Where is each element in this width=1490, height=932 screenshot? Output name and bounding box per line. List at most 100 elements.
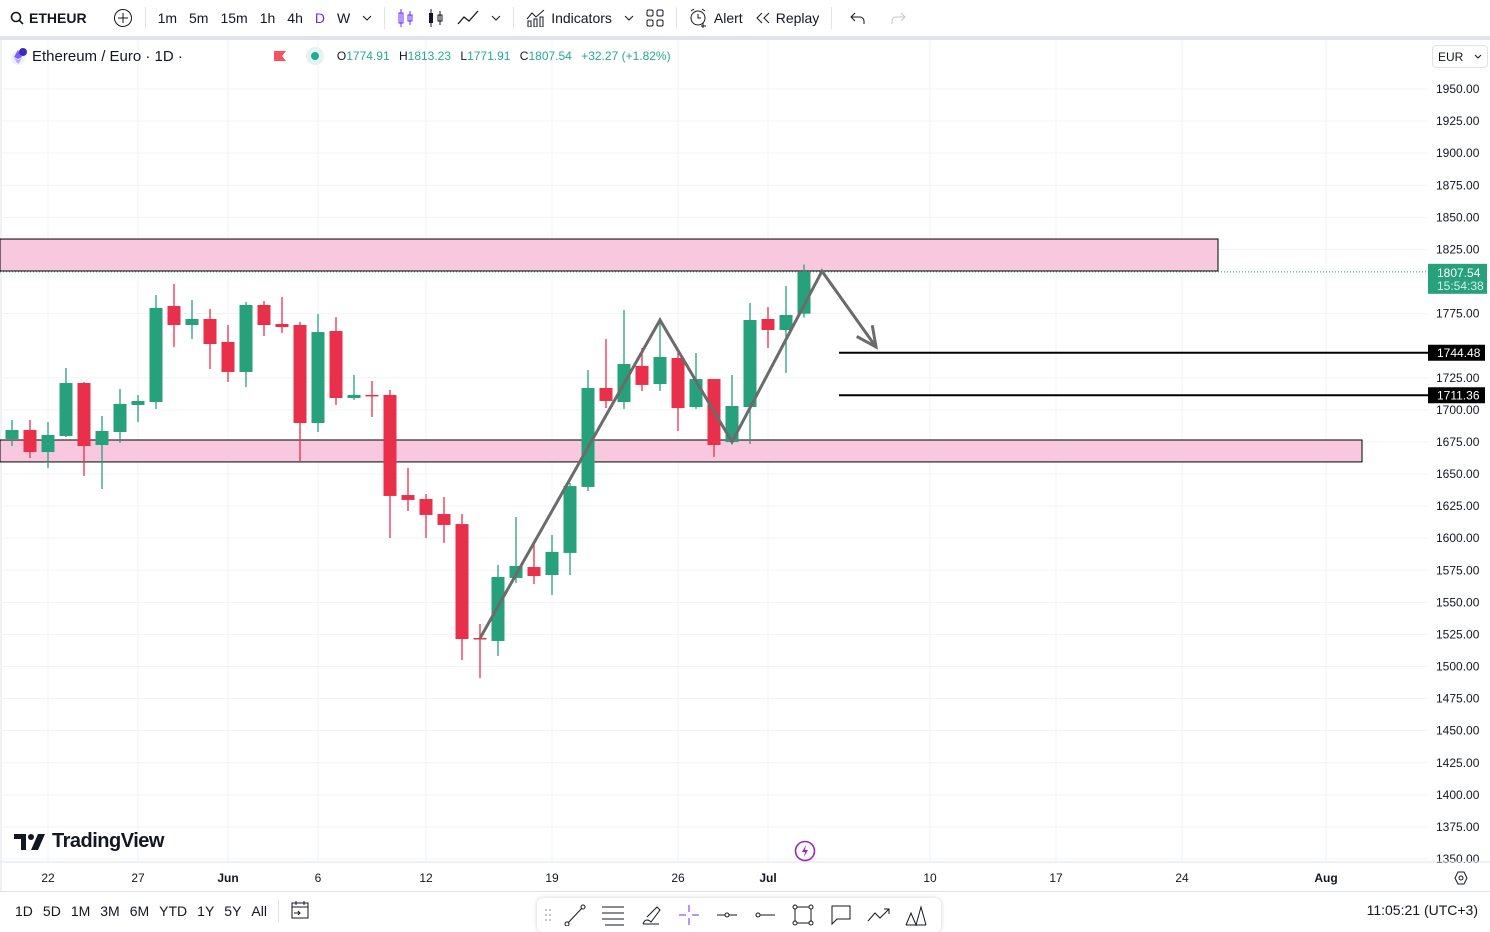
x-tick-label: 17 [1049,871,1063,885]
x-tick-label: Jul [759,871,776,885]
candle-body [401,495,415,500]
candle-body [455,524,469,640]
line-chart-type[interactable] [451,0,485,36]
candle-body [473,638,487,640]
zone-rectangle [0,238,1219,272]
indicators-button[interactable]: Indicators [520,0,618,36]
interval-w[interactable]: W [336,10,351,26]
candle-down [365,380,379,418]
crosshair-tool[interactable] [673,901,705,929]
candle-body [635,365,649,385]
range-all[interactable]: All [251,903,267,919]
range-5y[interactable]: 5Y [224,903,242,919]
candle-up [797,264,811,318]
tradingview-logo[interactable]: TradingView [14,830,164,853]
symbol-title[interactable]: Ethereum / Euro · 1D · [32,47,183,65]
range-ytd[interactable]: YTD [159,903,188,919]
hexagon-center [1458,875,1464,881]
y-tick-label: 1825.00 [1436,242,1480,256]
y-tick-label: 1650.00 [1436,467,1480,481]
horizontal-line-price-label: 1711.36 [1437,388,1480,402]
path-arrow-icon [867,908,890,922]
path-arrowhead [855,325,879,350]
symbol-search[interactable]: ETHEUR [0,0,93,36]
candle-body [95,431,109,445]
bars-chart-type[interactable] [421,0,451,36]
time-axis-divider [0,891,1490,892]
interval-1m[interactable]: 1m [157,10,178,26]
x-tick-label: 22 [41,871,55,885]
range-1d[interactable]: 1D [15,903,33,919]
range-5d[interactable]: 5D [42,903,61,919]
clock[interactable]: 11:05:21 (UTC+3) [1366,902,1478,918]
interval-d[interactable]: D [314,10,325,26]
interval-4h[interactable]: 4h [287,10,303,26]
alert-button[interactable]: Alert [683,0,749,36]
go-to-date-button[interactable] [285,900,315,923]
candle-up [59,367,73,438]
x-tick-label: Jun [217,871,238,885]
compare-button[interactable] [107,0,139,36]
range-1y[interactable]: 1Y [197,903,215,919]
y-tick-label: 1625.00 [1436,499,1480,513]
zone-rectangle [0,439,1363,463]
pattern-tool[interactable] [901,901,933,929]
trend-line-icon [564,904,586,926]
undo-button[interactable] [838,0,878,36]
horizontal-ray-tool[interactable] [711,901,743,929]
intervals-dropdown[interactable] [356,0,378,36]
currency-label: EUR [1438,49,1464,64]
candle-body [599,388,613,401]
path-tool[interactable] [863,901,895,929]
change-value: +32.27 (+1.82%) [581,49,671,63]
candles-chart-type[interactable] [391,0,421,36]
brush-tool[interactable] [635,901,667,929]
candle-up [149,294,163,409]
indicators-dropdown[interactable] [618,0,640,36]
toolbar-divider [0,36,1490,40]
chart-type-dropdown[interactable] [485,0,507,36]
flag-icon[interactable] [273,50,287,62]
market-status-icon[interactable] [305,46,325,66]
replay-button[interactable]: Replay [749,0,826,36]
candle-down [167,283,181,347]
candles-icon [398,9,413,27]
candle-up [563,482,577,575]
lightning-icon[interactable] [794,840,816,862]
fib-tool[interactable] [597,901,629,929]
candle-down [401,467,415,511]
rectangle-tool[interactable] [787,901,819,929]
layout-button[interactable] [640,0,670,36]
axis-settings-icon[interactable] [1454,871,1468,885]
interval-5m[interactable]: 5m [189,10,209,26]
candle-up [41,422,55,468]
candle-down [275,297,289,333]
redo-button[interactable] [878,0,918,36]
hollow-candles-icon [429,9,443,27]
currency-select[interactable]: EUR [1432,45,1488,68]
range-6m[interactable]: 6M [129,903,150,919]
bottom-toolbar: 1D 5D 1M 3M 6M YTD 1Y 5Y All [0,892,1490,930]
price-chart[interactable]: 1950.00 1925.00 1900.00 1875.00 1850.00 1825.… [0,40,1490,892]
range-1m[interactable]: 1M [70,903,91,919]
interval-1h[interactable]: 1h [259,10,276,26]
candle-up [95,415,109,490]
candle-up [131,394,145,423]
range-3m[interactable]: 3M [100,903,120,919]
candle-body [203,318,217,344]
trend-line-tool[interactable] [559,901,591,929]
ethereum-logo-icon [11,48,27,65]
search-icon [10,11,24,25]
ray-icon [755,912,775,918]
candle-body [329,331,343,399]
chevron-down-icon [624,15,634,21]
ray-tool[interactable] [749,901,781,929]
candle-up [113,389,127,443]
drag-handle-icon[interactable] [543,901,553,929]
horizontal-line-price-label: 1744.48 [1437,346,1481,360]
callout-tool[interactable] [825,901,857,929]
chevron-down-icon [362,15,372,21]
candle-body [131,400,145,405]
x-tick-label: 12 [419,871,433,885]
interval-15m[interactable]: 15m [220,10,248,26]
